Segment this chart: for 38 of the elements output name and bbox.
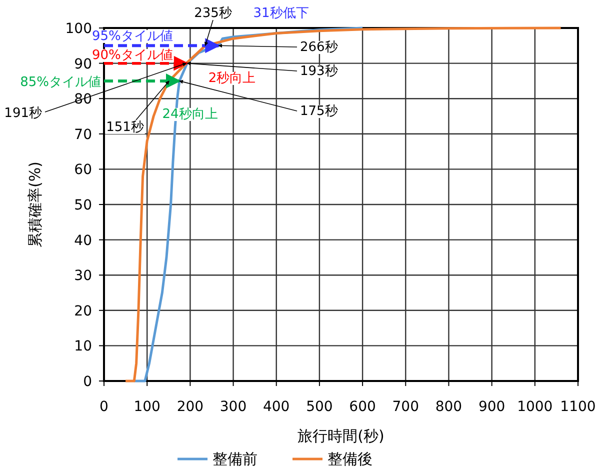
x-tick-label: 800 [435,399,462,415]
y-tick-label: 100 [65,21,92,37]
y-tick-label: 90 [74,56,92,72]
y-tick-label: 30 [74,268,92,284]
x-tick-label: 400 [262,399,290,415]
y-tick-label: 50 [74,198,92,214]
text: 31秒低下 [253,6,309,21]
annotation: 2秒向上 [208,71,256,86]
x-tick-label: 200 [176,399,204,415]
x-tick-label: 1100 [560,399,596,415]
x-tick-label: 300 [220,399,247,415]
y-tick-label: 10 [74,338,92,355]
annotation: 151秒 [106,120,144,135]
x-tick-label: 0 [100,399,108,415]
x-tick-label: 600 [349,399,376,415]
y-tick-label: 60 [74,162,92,178]
legend-label: 整備前 [212,450,258,468]
ref-line-label: 85%タイル値 [20,75,101,90]
x-tick-label: 700 [392,399,420,415]
y-tick-label: 70 [74,126,92,143]
annotation: 191秒 [4,106,42,121]
x-tick-label: 900 [478,399,506,415]
ref-line-label: 90%タイル値 [92,48,173,63]
annotation: 235秒 [194,6,232,21]
legend-label: 整備後 [328,450,372,468]
annotation: 175秒 [300,104,338,119]
y-tick-label: 40 [74,232,92,249]
ref-line-label: 95%タイル値 [92,29,173,44]
y-axis-title: 累積確率(%) [26,162,44,248]
x-tick-label: 100 [134,399,160,415]
annotation: 24秒向上 [162,107,218,122]
x-tick-label: 500 [306,399,333,415]
y-tick-label: 20 [74,303,92,320]
annotation: 266秒 [300,40,338,55]
annotation: 193秒 [300,64,338,79]
x-axis-title: 旅行時間(秒) [298,427,384,445]
x-tick-label: 1000 [517,399,553,415]
y-tick-label: 0 [83,374,92,390]
